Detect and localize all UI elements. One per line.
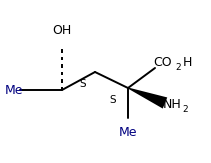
Text: Me: Me bbox=[5, 84, 23, 97]
Text: Me: Me bbox=[119, 126, 137, 140]
Text: NH: NH bbox=[163, 98, 182, 111]
Text: 2: 2 bbox=[175, 64, 181, 73]
Text: CO: CO bbox=[153, 57, 172, 69]
Polygon shape bbox=[128, 88, 167, 109]
Text: S: S bbox=[80, 79, 86, 89]
Text: H: H bbox=[183, 57, 192, 69]
Text: OH: OH bbox=[52, 23, 72, 37]
Text: 2: 2 bbox=[182, 105, 188, 114]
Text: S: S bbox=[110, 95, 116, 105]
